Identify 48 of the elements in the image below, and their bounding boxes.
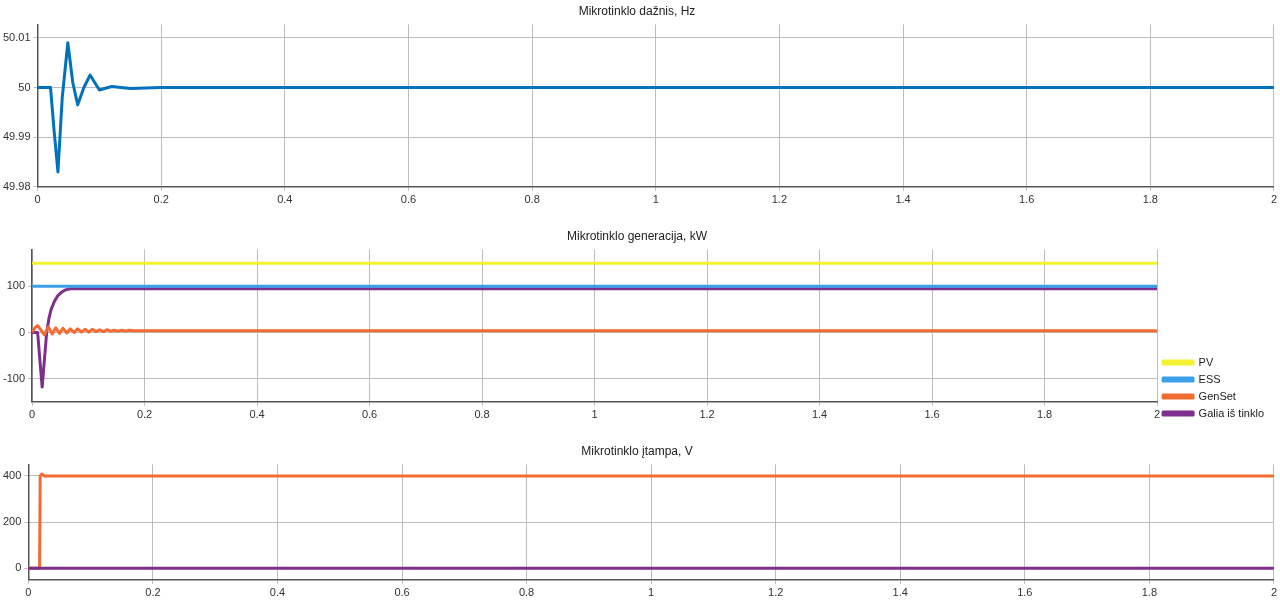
x-tick-label: 0.4 — [277, 193, 293, 206]
x-tick-label: 1.8 — [1142, 193, 1158, 206]
x-tick-label: 0.8 — [524, 193, 540, 206]
x-tick-label: 0.4 — [249, 408, 265, 421]
x-tick-label: 0.8 — [474, 408, 490, 421]
legend-label: GenSet — [1198, 389, 1236, 402]
x-tick-label: 1.4 — [811, 408, 828, 421]
y-tick-label: 0 — [18, 325, 26, 338]
x-tick-label: 1.2 — [771, 193, 788, 206]
x-tick-label: 1 — [648, 586, 655, 599]
x-tick-label: 1.4 — [895, 193, 911, 206]
x-tick-label: 2 — [1270, 193, 1277, 206]
x-tick-label: 0.4 — [269, 586, 286, 599]
x-tick-label: 2 — [1270, 586, 1277, 599]
x-tick-label: 0.8 — [518, 586, 535, 599]
x-tick-label: 0.6 — [361, 408, 378, 421]
y-tick-label: 0 — [15, 561, 22, 574]
chart-title: Mikrotinklo įtampa, V — [581, 443, 693, 458]
x-tick-label: 2 — [1154, 408, 1161, 421]
chart-title: Mikrotinklo generacija, kW — [566, 228, 708, 243]
legend-label: Galia iš tinklo — [1198, 406, 1265, 419]
y-tick-label: 100 — [6, 279, 26, 292]
x-tick-label: 0.2 — [145, 586, 161, 599]
x-tick-label: 0.6 — [394, 586, 410, 599]
y-tick-label: 49.98 — [3, 179, 31, 192]
y-tick-label: 49.99 — [3, 130, 31, 143]
x-tick-label: 1.8 — [1036, 408, 1053, 421]
y-tick-label: 50 — [18, 80, 31, 93]
x-tick-label: 1.8 — [1141, 586, 1158, 599]
x-tick-label: 1.4 — [892, 586, 908, 599]
chart-title: Mikrotinklo dažnis, Hz — [578, 3, 696, 18]
x-tick-label: 0.2 — [136, 408, 153, 421]
x-tick-label: 1.2 — [699, 408, 715, 421]
x-tick-label: 1 — [652, 193, 659, 206]
y-tick-label: 50.01 — [3, 30, 31, 43]
x-tick-label: 1 — [591, 408, 598, 421]
x-tick-label: 1.2 — [768, 586, 784, 599]
x-tick-label: 0.2 — [153, 193, 169, 206]
y-tick-label: -100 — [2, 371, 26, 384]
x-tick-label: 1.6 — [1019, 193, 1035, 206]
legend-label: ESS — [1198, 372, 1221, 385]
y-tick-label: 400 — [2, 468, 22, 481]
y-tick-label: 200 — [2, 515, 22, 528]
x-tick-label: 1.6 — [1017, 586, 1033, 599]
x-tick-label: 1.6 — [924, 408, 940, 421]
x-tick-label: 0 — [34, 193, 41, 206]
x-tick-label: 0.6 — [400, 193, 417, 206]
legend-label: PV — [1198, 355, 1214, 368]
